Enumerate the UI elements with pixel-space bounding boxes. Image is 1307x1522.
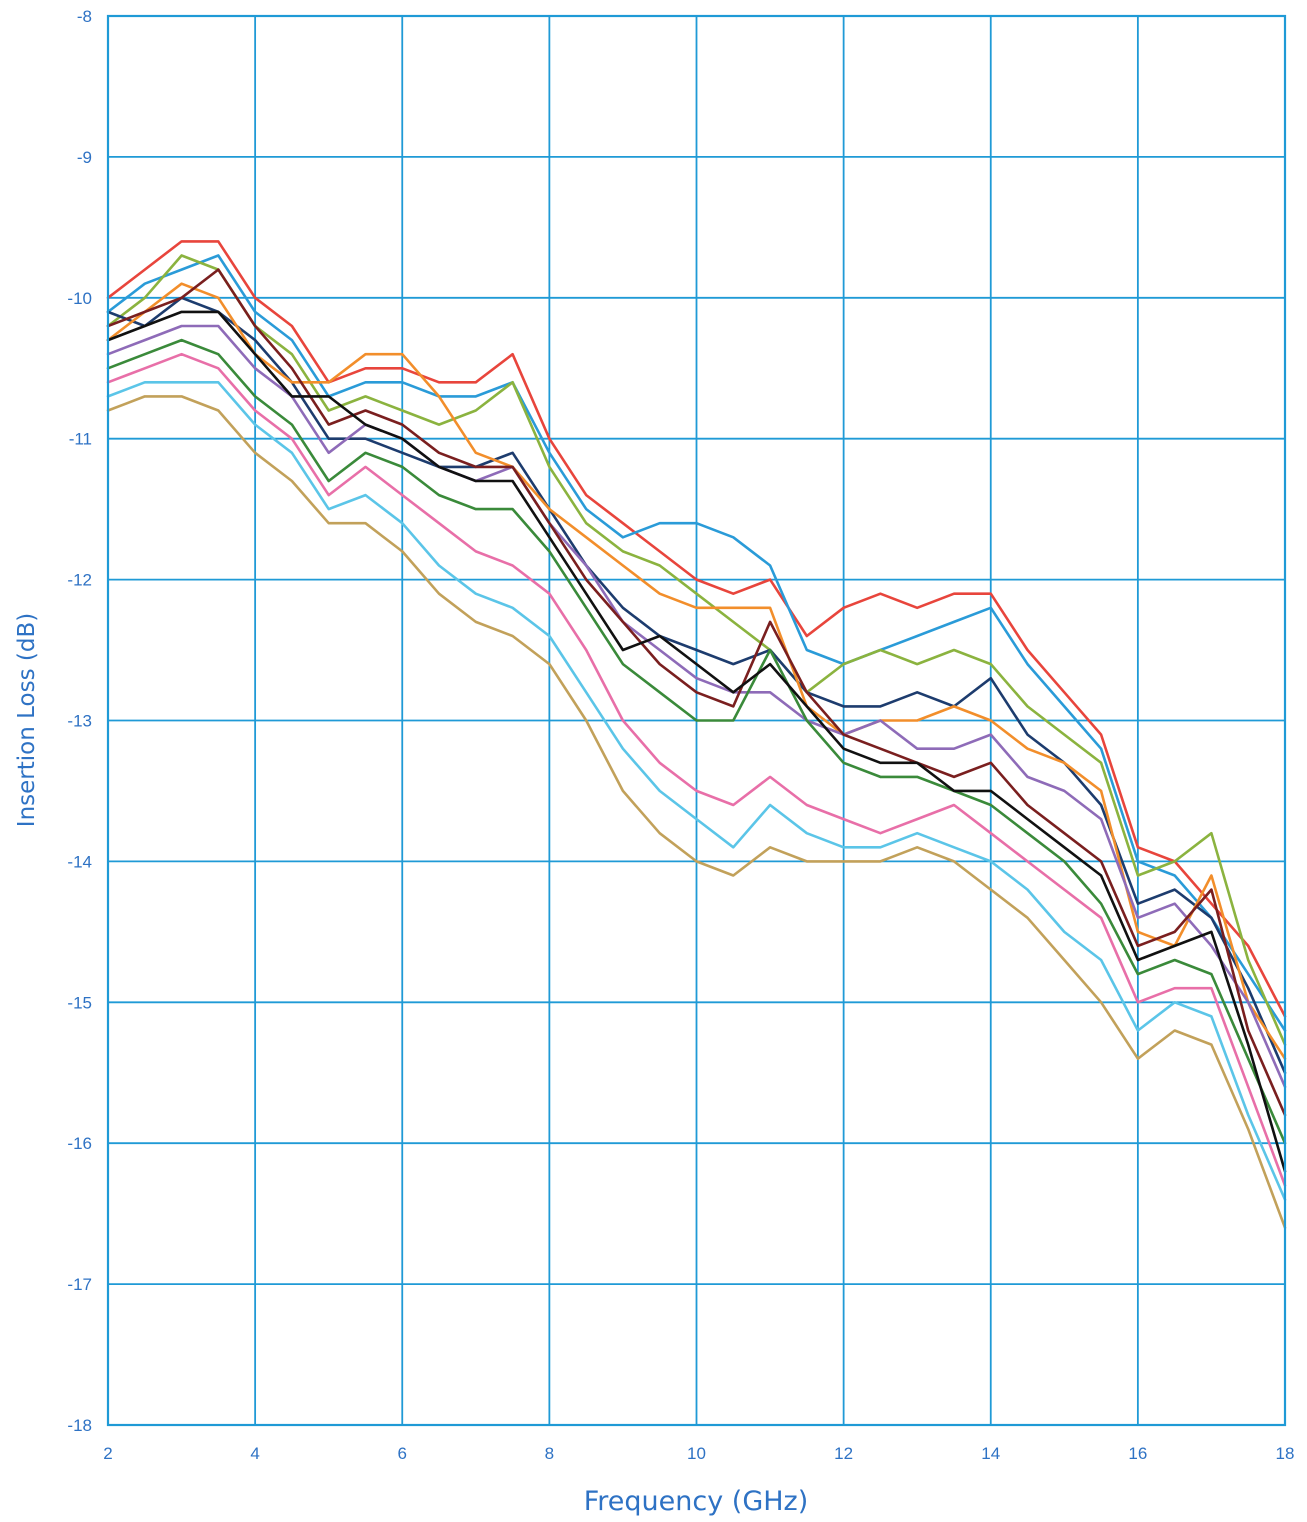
y-tick-label: -14 [67,852,92,871]
x-tick-label: 2 [103,1444,112,1463]
y-axis-title: Insertion Loss (dB) [14,613,40,827]
series-line [106,395,1287,1229]
x-axis-title: Frequency (GHz) [584,1486,809,1517]
x-tick-label: 12 [834,1444,853,1463]
y-tick-label: -8 [77,7,92,26]
series-line [106,310,1287,1173]
x-tick-label: 4 [250,1444,259,1463]
y-tick-label: -15 [67,993,92,1012]
y-tick-label: -9 [77,148,92,167]
series-line [106,380,1287,1201]
x-tick-label: 10 [687,1444,706,1463]
series-line [106,268,1287,1117]
series-line [106,338,1287,1145]
series-line [106,296,1287,1075]
y-tick-label: -11 [69,430,92,449]
x-tick-label: 16 [1128,1444,1147,1463]
y-tick-labels: -8 -9 -10 -11 -12 -13 -14 -15 -16 -17 -18 [67,7,92,1435]
x-tick-label: 8 [545,1444,554,1463]
x-tick-label: 6 [398,1444,407,1463]
series-line [106,282,1287,1060]
series-line [106,254,1287,1046]
series-line [106,240,1287,1018]
x-tick-labels: 2 4 6 8 10 12 14 16 18 [103,1444,1294,1463]
series-line [106,352,1287,1187]
x-tick-label: 14 [981,1444,1000,1463]
y-tick-label: -16 [67,1134,92,1153]
y-tick-label: -18 [67,1416,92,1435]
y-tick-label: -10 [67,289,92,308]
x-tick-label: 18 [1276,1444,1295,1463]
series-line [106,324,1287,1089]
y-tick-label: -17 [67,1275,92,1294]
series-line [106,254,1287,1032]
plot-frame [106,14,1287,1427]
y-tick-label: -13 [67,712,92,731]
series-group [106,240,1287,1229]
y-tick-label: -12 [67,571,92,590]
